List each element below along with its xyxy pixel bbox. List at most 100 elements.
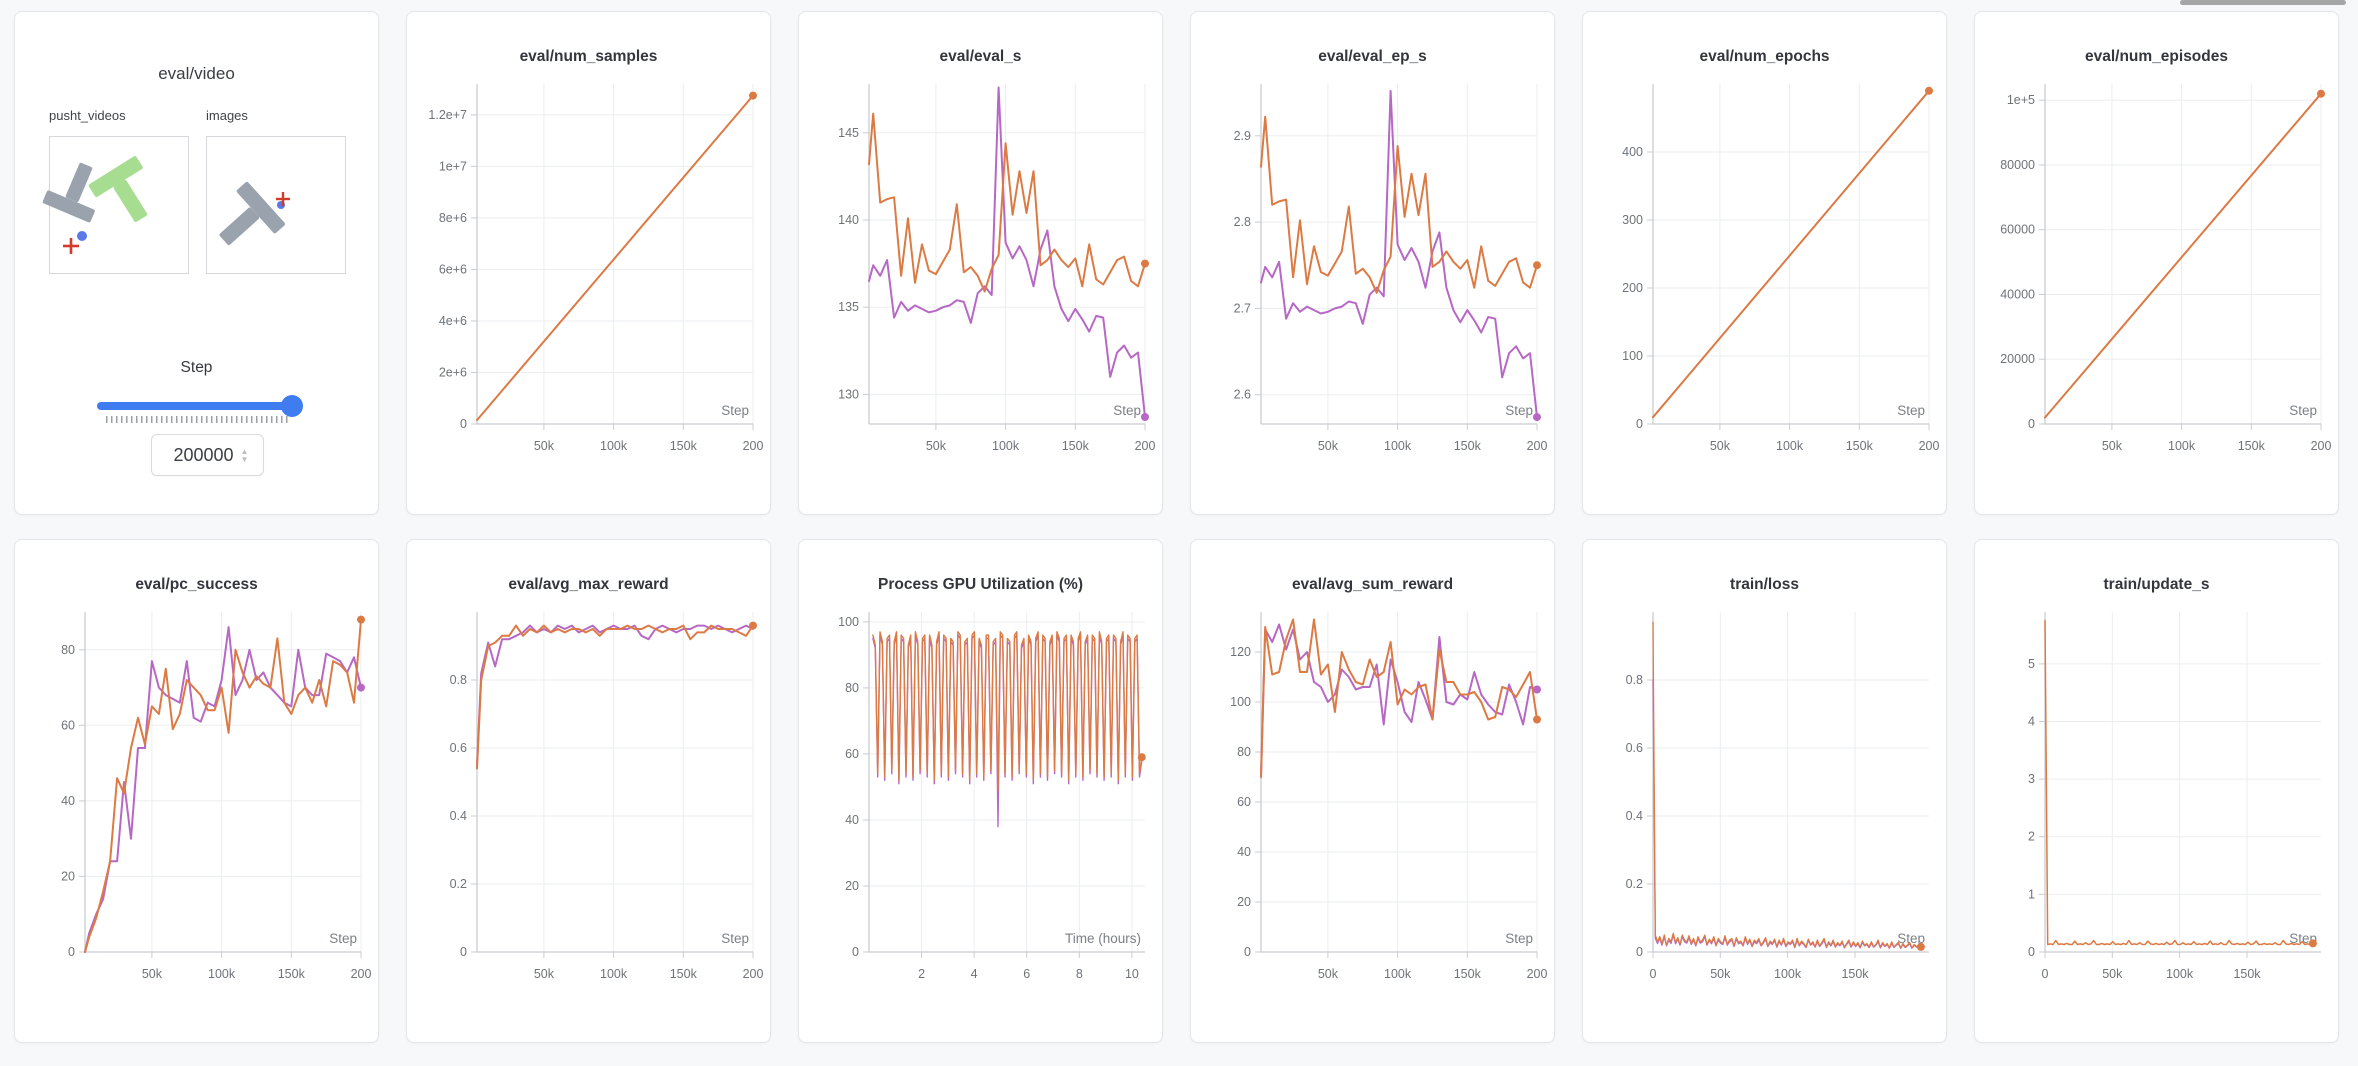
svg-text:50k: 50k bbox=[1318, 439, 1339, 453]
svg-text:150k: 150k bbox=[1454, 967, 1482, 981]
svg-text:2.6: 2.6 bbox=[1234, 388, 1251, 402]
slider-thumb[interactable] bbox=[281, 395, 303, 417]
svg-text:80: 80 bbox=[1237, 745, 1251, 759]
svg-text:200: 200 bbox=[743, 439, 764, 453]
panel-eval-num-samples: eval/num_samples 50k 100k 150k 200 0 2e+6 4e+6… bbox=[406, 11, 771, 515]
target-cross-icon bbox=[63, 238, 79, 254]
svg-text:60: 60 bbox=[845, 747, 859, 761]
agent-dot-icon bbox=[277, 201, 285, 209]
svg-text:10: 10 bbox=[1125, 967, 1139, 981]
svg-text:200: 200 bbox=[1527, 439, 1548, 453]
svg-text:Step: Step bbox=[721, 403, 749, 418]
svg-text:120: 120 bbox=[1230, 645, 1251, 659]
svg-text:2e+6: 2e+6 bbox=[439, 366, 467, 380]
svg-text:135: 135 bbox=[838, 300, 859, 314]
svg-text:200: 200 bbox=[1527, 967, 1548, 981]
svg-text:100k: 100k bbox=[208, 967, 236, 981]
svg-text:4: 4 bbox=[971, 967, 978, 981]
spinner-down-icon[interactable]: ▼ bbox=[240, 454, 249, 464]
svg-text:1: 1 bbox=[2028, 887, 2035, 901]
svg-text:0.4: 0.4 bbox=[1626, 809, 1643, 823]
panel-title: eval/eval_ep_s bbox=[1318, 48, 1427, 65]
svg-text:40: 40 bbox=[61, 794, 75, 808]
svg-text:150k: 150k bbox=[278, 967, 306, 981]
line-chart[interactable]: 0 50k 100k 150k 0 0.2 0.4 0.6 0.8 Step bbox=[1583, 598, 1946, 1000]
svg-text:300: 300 bbox=[1622, 213, 1643, 227]
svg-text:200: 200 bbox=[1622, 281, 1643, 295]
svg-text:2.7: 2.7 bbox=[1234, 301, 1251, 315]
svg-text:0.6: 0.6 bbox=[1626, 741, 1643, 755]
video-thumbnail-pusht[interactable] bbox=[42, 136, 189, 274]
svg-text:Step: Step bbox=[721, 931, 749, 946]
panel-title: eval/video bbox=[158, 64, 235, 83]
line-chart[interactable]: 50k 100k 150k 200 0 20 40 60 80 Step bbox=[15, 598, 378, 1000]
panel-eval-eval-ep-s: eval/eval_ep_s 50k 100k 150k 200 2.6 2.7 2.8 2.… bbox=[1190, 11, 1555, 515]
panel-eval-pc-success: eval/pc_success 50k 100k 150k 200 0 20 40 60 80 S… bbox=[14, 539, 379, 1043]
svg-text:1.2e+7: 1.2e+7 bbox=[428, 108, 467, 122]
line-chart[interactable]: 50k 100k 150k 200 0 20 40 60 80 100 120 Step bbox=[1191, 598, 1554, 1000]
svg-text:2: 2 bbox=[2028, 830, 2035, 844]
svg-text:50k: 50k bbox=[534, 439, 555, 453]
svg-text:20000: 20000 bbox=[2000, 352, 2035, 366]
svg-text:200: 200 bbox=[743, 967, 764, 981]
svg-text:0.8: 0.8 bbox=[1626, 673, 1643, 687]
panel-gpu-utilization: Process GPU Utilization (%) 2 4 6 8 10 0 20 40 6… bbox=[798, 539, 1163, 1043]
svg-text:0: 0 bbox=[2028, 417, 2035, 431]
svg-text:60: 60 bbox=[61, 718, 75, 732]
svg-text:200: 200 bbox=[351, 967, 372, 981]
line-chart[interactable]: 50k 100k 150k 200 130 135 140 145 Step bbox=[799, 70, 1162, 472]
panel-eval-avg-sum-reward: eval/avg_sum_reward 50k 100k 150k 200 0 20 40 6… bbox=[1190, 539, 1555, 1043]
svg-text:100k: 100k bbox=[1384, 439, 1412, 453]
svg-text:Step: Step bbox=[1113, 403, 1141, 418]
svg-text:150k: 150k bbox=[2233, 967, 2261, 981]
svg-text:150k: 150k bbox=[670, 967, 698, 981]
svg-text:8e+6: 8e+6 bbox=[439, 211, 467, 225]
svg-text:100k: 100k bbox=[600, 439, 628, 453]
svg-text:Time (hours): Time (hours) bbox=[1065, 931, 1141, 946]
step-input[interactable] bbox=[166, 443, 241, 467]
panel-eval-video: eval/video pusht_videos images bbox=[14, 11, 379, 515]
panel-title: eval/eval_s bbox=[939, 48, 1022, 65]
panel-title: eval/num_episodes bbox=[2084, 48, 2228, 65]
svg-text:100: 100 bbox=[838, 615, 859, 629]
svg-text:50k: 50k bbox=[1318, 967, 1339, 981]
svg-text:20: 20 bbox=[1237, 895, 1251, 909]
svg-text:20: 20 bbox=[61, 869, 75, 883]
svg-text:Step: Step bbox=[1897, 931, 1925, 946]
svg-text:60000: 60000 bbox=[2000, 223, 2035, 237]
svg-text:150k: 150k bbox=[1846, 439, 1874, 453]
svg-text:50k: 50k bbox=[1710, 439, 1731, 453]
svg-text:6: 6 bbox=[1023, 967, 1030, 981]
svg-text:50k: 50k bbox=[1710, 967, 1731, 981]
svg-text:0.6: 0.6 bbox=[450, 741, 467, 755]
video-thumbnail-images[interactable] bbox=[206, 136, 346, 274]
svg-text:0: 0 bbox=[1244, 945, 1251, 959]
svg-text:100k: 100k bbox=[1774, 967, 1802, 981]
svg-text:4e+6: 4e+6 bbox=[439, 314, 467, 328]
svg-text:3: 3 bbox=[2028, 772, 2035, 786]
svg-text:0: 0 bbox=[2028, 945, 2035, 959]
svg-text:Step: Step bbox=[1897, 403, 1925, 418]
line-chart[interactable]: 50k 100k 150k 200 0 0.2 0.4 0.6 0.8 Step bbox=[407, 598, 770, 1000]
spinner-up-icon[interactable]: ▲ bbox=[240, 446, 249, 456]
svg-text:0: 0 bbox=[460, 945, 467, 959]
svg-text:0: 0 bbox=[1650, 967, 1657, 981]
svg-text:130: 130 bbox=[838, 387, 859, 401]
target-cross-icon bbox=[276, 192, 290, 206]
line-chart[interactable]: 50k 100k 150k 200 0 2e+6 4e+6 6e+6 8e+6 1e+7 1.2e+… bbox=[407, 70, 770, 472]
step-slider[interactable] bbox=[97, 395, 303, 417]
horizontal-scrollbar-thumb[interactable] bbox=[2180, 0, 2346, 5]
svg-text:0: 0 bbox=[1636, 945, 1643, 959]
line-chart[interactable]: 50k 100k 150k 200 2.6 2.7 2.8 2.9 Step bbox=[1191, 70, 1554, 472]
svg-text:50k: 50k bbox=[2102, 967, 2123, 981]
panel-title: eval/pc_success bbox=[135, 576, 258, 593]
svg-text:100k: 100k bbox=[600, 967, 628, 981]
svg-text:60: 60 bbox=[1237, 795, 1251, 809]
svg-text:50k: 50k bbox=[926, 439, 947, 453]
svg-text:150k: 150k bbox=[1841, 967, 1869, 981]
line-chart[interactable]: 50k 100k 150k 200 0 20000 40000 60000 80000 1e+5 S… bbox=[1975, 70, 2338, 472]
line-chart[interactable]: 50k 100k 150k 200 0 100 200 300 400 Step bbox=[1583, 70, 1946, 472]
